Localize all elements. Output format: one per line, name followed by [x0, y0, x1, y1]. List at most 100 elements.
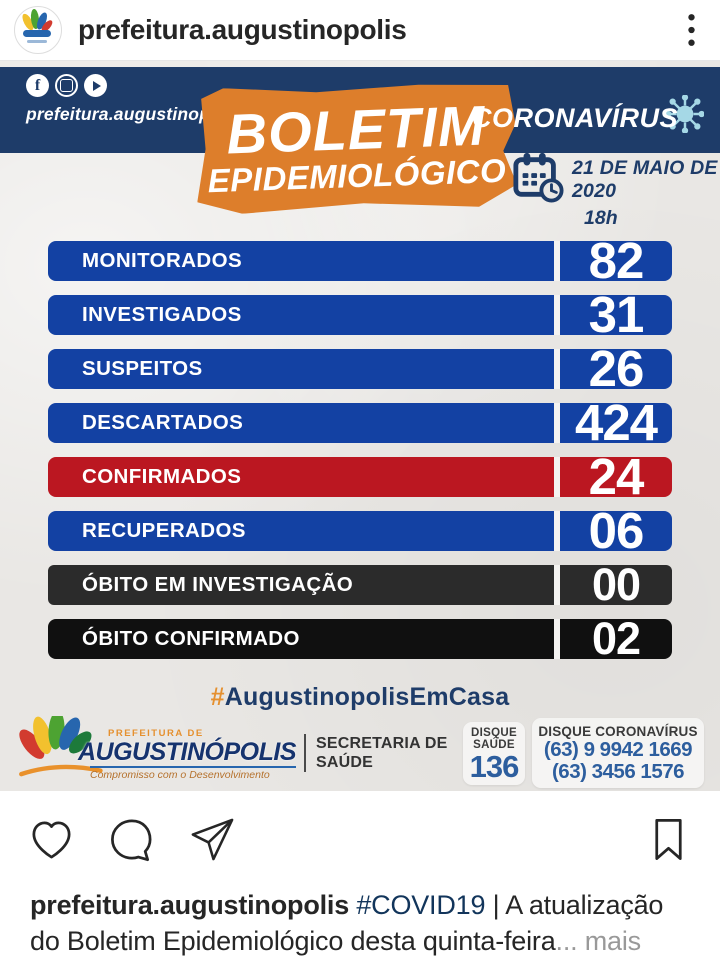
stat-label-cell: CONFIRMADOS: [48, 457, 554, 497]
avatar[interactable]: [14, 6, 62, 54]
contact-pills: DISQUE SAÚDE 136 DISQUE CORONAVÍRUS (63)…: [463, 718, 704, 788]
comment-icon[interactable]: [108, 816, 155, 863]
share-icon[interactable]: [188, 816, 235, 863]
social-block: f prefeitura.augustinopolis: [26, 74, 241, 125]
stat-row-obito-confirmado: ÓBITO CONFIRMADO 02: [48, 613, 672, 664]
caption: prefeitura.augustinopolis #COVID19 | A a…: [0, 887, 720, 959]
facebook-glyph: f: [34, 76, 41, 94]
caption-text: A atualização do Boletim Epidemiológico …: [30, 890, 671, 956]
prefeitura-label: PREFEITURA DE: [108, 727, 204, 739]
hashtag-hash: #: [210, 683, 225, 711]
caption-username[interactable]: prefeitura.augustinopolis: [30, 890, 350, 920]
stat-value: 424: [574, 394, 658, 451]
stat-value-cell: 424: [560, 394, 672, 451]
stat-label: CONFIRMADOS: [82, 465, 242, 488]
stat-divider: [554, 565, 560, 605]
more-options-icon[interactable]: [676, 12, 706, 48]
avatar-logo-icon: [15, 7, 59, 51]
disque-coronavirus-pill: DISQUE CORONAVÍRUS (63) 9 9942 1669 (63)…: [532, 718, 704, 788]
stat-label: INVESTIGADOS: [82, 303, 242, 326]
post-header: prefeitura.augustinopolis: [0, 0, 720, 61]
virus-icon: [666, 94, 704, 133]
stat-value-cell: 31: [560, 289, 672, 340]
stat-value: 82: [588, 232, 645, 289]
hashtag-text: AugustinopolisEmCasa: [224, 683, 510, 711]
action-bar: [0, 791, 720, 887]
stat-divider: [554, 457, 560, 497]
secretaria-line1: SECRETARIA DE: [316, 735, 448, 752]
bulletin-date: 21 DE MAIO DE 2020: [572, 157, 718, 202]
caption-hashtag-link[interactable]: #COVID19: [349, 890, 486, 920]
city-name: AUGUSTINÓPOLIS: [78, 737, 297, 766]
stat-value-cell: 02: [560, 613, 672, 664]
bookmark-icon[interactable]: [645, 816, 692, 863]
stat-value-cell: 26: [560, 340, 672, 397]
stat-value: 26: [588, 340, 645, 397]
bulletin-title-banner: BOLETIM EPIDEMIOLÓGICO: [195, 81, 518, 215]
stat-row-descartados: DESCARTADOS 424: [48, 394, 672, 451]
city-tagline: Compromisso com o Desenvolvimento: [90, 765, 297, 781]
stat-value: 06: [588, 502, 645, 559]
stat-divider: [554, 241, 560, 281]
stat-label-cell: ÓBITO CONFIRMADO: [48, 619, 554, 659]
bulletin-title-line1: BOLETIM: [225, 93, 487, 166]
campaign-hashtag: #AugustinopolisEmCasa: [0, 683, 720, 712]
phone-number-2: (63) 3456 1576: [551, 760, 685, 783]
disque-saude-number: 136: [469, 748, 520, 784]
stat-value: 02: [591, 613, 641, 664]
stat-value-cell: 24: [560, 448, 672, 505]
disque-saude-pill: DISQUE SAÚDE 136: [463, 721, 525, 785]
header-username[interactable]: prefeitura.augustinopolis: [78, 14, 407, 45]
city-logo-icon: [19, 716, 103, 777]
stat-label-cell: INVESTIGADOS: [48, 295, 554, 335]
caption-ellipsis: ...: [555, 926, 578, 956]
stats-list: MONITORADOS 82 INVESTIGADOS 31 SUSPEITOS…: [48, 232, 672, 673]
facebook-icon: f: [26, 74, 49, 97]
stat-value: 24: [588, 448, 645, 505]
bulletin-footer: PREFEITURA DE AUGUSTINÓPOLIS Compromisso…: [0, 713, 720, 791]
stat-value-cell: 06: [560, 502, 672, 559]
stat-label-cell: MONITORADOS: [48, 241, 554, 281]
stat-row-recuperados: RECUPERADOS 06: [48, 502, 672, 559]
caption-more-button[interactable]: mais: [577, 926, 641, 956]
stat-row-investigados: INVESTIGADOS 31: [48, 289, 672, 340]
vertical-dots-icon: [687, 14, 695, 46]
stat-label-cell: ÓBITO EM INVESTIGAÇÃO: [48, 565, 554, 605]
coronavirus-wordmark: CORONAVÍRUS: [471, 94, 704, 134]
bulletin-title-line2: EPIDEMIOLÓGICO: [206, 151, 507, 200]
stat-value-cell: 00: [560, 559, 672, 610]
stat-value-cell: 82: [560, 232, 672, 289]
disque-saude-label2: SAÚDE: [473, 739, 515, 751]
stat-label: SUSPEITOS: [82, 357, 203, 380]
social-handle: prefeitura.augustinopolis: [26, 104, 242, 124]
stat-divider: [554, 511, 560, 551]
stat-row-suspeitos: SUSPEITOS 26: [48, 340, 672, 397]
bulletin-time: 18h: [584, 207, 618, 229]
instagram-glyph: [60, 79, 73, 92]
youtube-glyph: [92, 80, 101, 91]
stat-divider: [554, 403, 560, 443]
stat-row-monitorados: MONITORADOS 82: [48, 232, 672, 289]
stat-divider: [554, 619, 560, 659]
stat-label-cell: RECUPERADOS: [48, 511, 554, 551]
disque-coronavirus-label: DISQUE CORONAVÍRUS: [538, 724, 698, 739]
stat-label: MONITORADOS: [82, 249, 243, 272]
phone-number-1: (63) 9 9942 1669: [543, 738, 693, 761]
stat-label: DESCARTADOS: [82, 411, 244, 434]
stat-label-cell: DESCARTADOS: [48, 403, 554, 443]
stat-label: RECUPERADOS: [82, 519, 246, 542]
like-icon[interactable]: [28, 816, 75, 863]
instagram-icon: [55, 74, 78, 97]
stat-label-cell: SUSPEITOS: [48, 349, 554, 389]
social-icons: f: [26, 74, 241, 97]
stat-divider: [554, 349, 560, 389]
date-column: 21 DE MAIO DE 2020 18h: [572, 157, 720, 230]
post-media[interactable]: f prefeitura.augustinopolis CORONAVÍRUS …: [0, 61, 720, 791]
stat-value: 00: [591, 559, 641, 610]
secretaria-label: SECRETARIA DE SAÚDE: [316, 734, 448, 772]
caption-separator: |: [485, 890, 506, 920]
stat-label: ÓBITO CONFIRMADO: [82, 627, 300, 650]
city-logo-text: PREFEITURA DE AUGUSTINÓPOLIS Compromisso…: [78, 727, 297, 781]
stat-divider: [554, 295, 560, 335]
coronavirus-text: CORONAVÍRUS: [471, 103, 678, 133]
